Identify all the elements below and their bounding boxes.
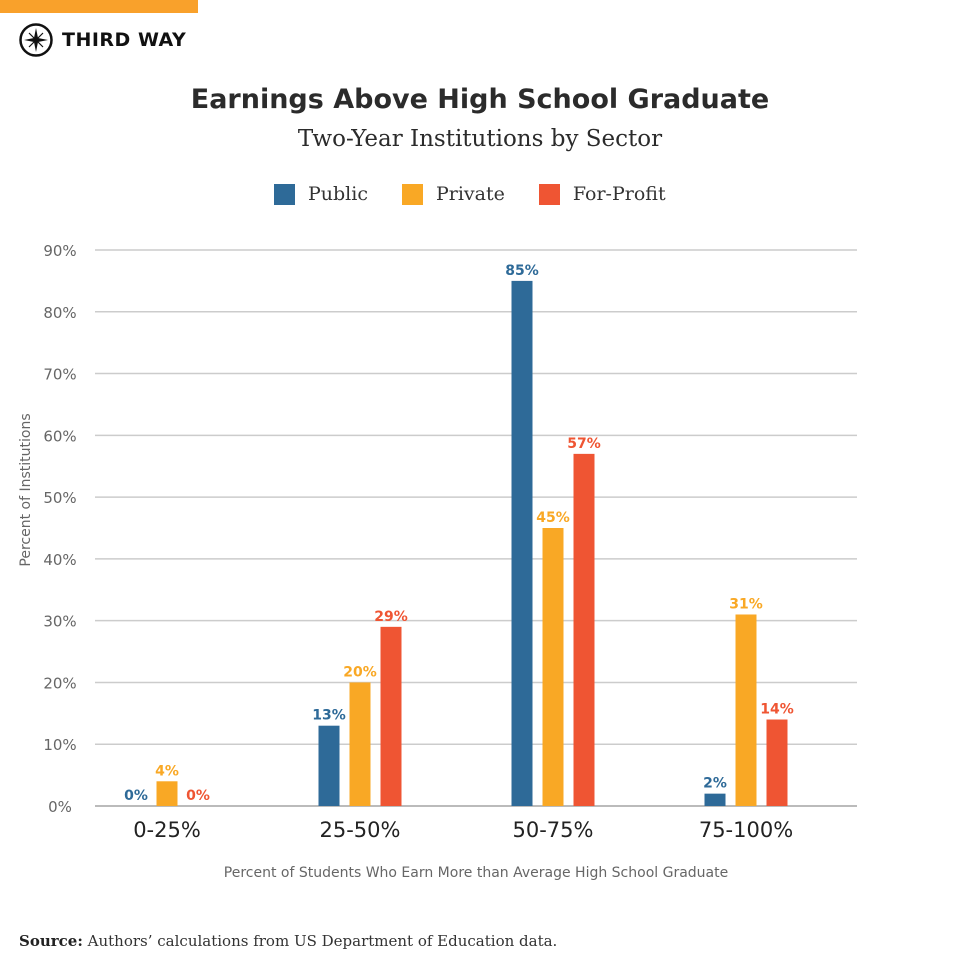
y-tick-label: 40%: [43, 551, 76, 569]
bar-for-profit: [766, 719, 788, 806]
y-tick-label: 0%: [48, 798, 72, 816]
chart-subtitle: Two-Year Institutions by Sector: [297, 126, 663, 152]
data-label: 2%: [703, 776, 727, 792]
legend-swatch: [401, 183, 423, 205]
y-tick-label: 70%: [43, 366, 76, 384]
legend-label: Private: [435, 183, 505, 205]
legend-swatch: [538, 183, 560, 205]
bar-for-profit: [573, 453, 595, 806]
chart-title: Earnings Above High School Graduate: [190, 84, 770, 115]
source-text: Authors’ calculations from US Department…: [87, 932, 558, 950]
bar-private: [542, 528, 564, 806]
data-label: 0%: [124, 788, 148, 804]
x-tick-label: 25-50%: [320, 818, 401, 842]
legend-item-for-profit: For-Profit: [538, 183, 666, 205]
y-tick-label: 30%: [43, 613, 76, 631]
y-tick-label: 90%: [43, 242, 76, 260]
source-note: Source: Authors’ calculations from US De…: [19, 932, 557, 950]
logo-text: THIRD WAY: [62, 29, 187, 51]
data-label: 57%: [567, 436, 601, 452]
data-label: 14%: [760, 702, 794, 718]
bar-public: [704, 793, 726, 806]
bar-private: [349, 682, 371, 806]
legend-item-public: Public: [274, 183, 368, 205]
compass-icon: [19, 23, 53, 57]
source-label: Source:: [19, 932, 83, 950]
y-axis-label: Percent of Institutions: [18, 413, 34, 566]
legend: Public Private For-Profit: [274, 183, 700, 205]
data-label: 0%: [186, 788, 210, 804]
legend-item-private: Private: [401, 183, 505, 205]
x-axis-label: Percent of Students Who Earn More than A…: [224, 865, 728, 881]
third-way-logo: THIRD WAY: [18, 22, 186, 58]
y-tick-label: 60%: [43, 427, 76, 445]
legend-swatch: [274, 183, 295, 205]
legend-label: For-Profit: [572, 183, 666, 205]
legend-label: Public: [308, 183, 368, 205]
x-tick-label: 75-100%: [699, 818, 793, 842]
data-label: 29%: [374, 609, 408, 625]
y-tick-label: 80%: [43, 304, 76, 322]
brand-accent-bar: [0, 0, 198, 13]
y-tick-label: 50%: [43, 489, 76, 507]
data-label: 45%: [536, 510, 570, 526]
x-tick-label: 50-75%: [513, 818, 594, 842]
data-label: 4%: [155, 763, 179, 779]
bar-for-profit: [380, 626, 402, 806]
bar-private: [735, 614, 757, 806]
bar-public: [318, 725, 340, 806]
data-label: 13%: [312, 708, 346, 724]
y-tick-label: 20%: [43, 674, 76, 692]
bar-public: [511, 280, 533, 806]
data-label: 31%: [729, 596, 763, 612]
x-tick-label: 0-25%: [133, 818, 201, 842]
bar-private: [156, 781, 178, 806]
bar-chart: 0% 10% 20% 30% 40% 50% 60% 70% 80% 90% 0-25% 0% 4% 0…: [18, 242, 857, 881]
data-label: 85%: [505, 263, 539, 279]
y-tick-label: 10%: [43, 736, 76, 754]
data-label: 20%: [343, 664, 377, 680]
